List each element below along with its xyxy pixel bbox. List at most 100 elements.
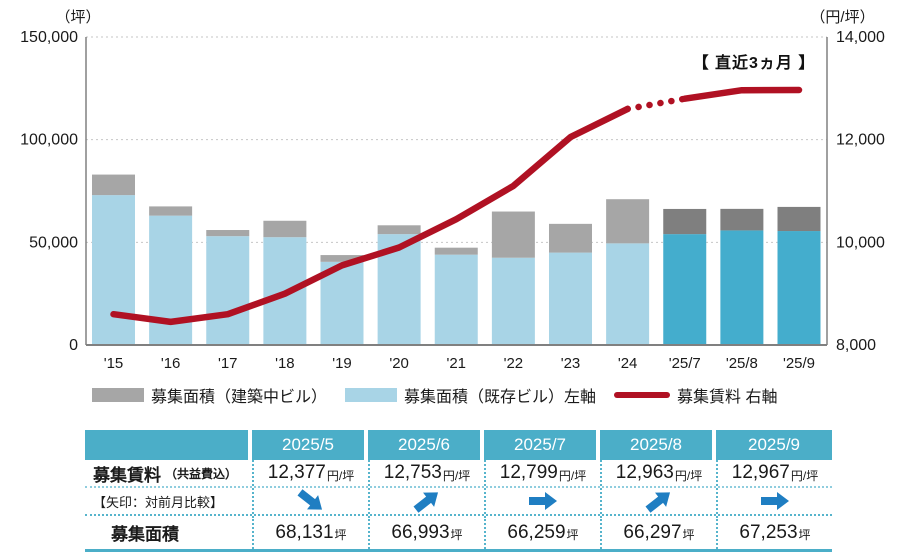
bar-existing bbox=[777, 231, 821, 345]
table-header-month-cell: 2025/9 bbox=[716, 430, 832, 460]
bar-existing bbox=[206, 236, 250, 345]
trend-arrow-cell bbox=[484, 488, 600, 514]
x-axis-label: '22 bbox=[504, 355, 524, 372]
bar-construction bbox=[149, 206, 193, 216]
left-axis-unit: （坪） bbox=[55, 9, 101, 26]
area-unit: 坪 bbox=[334, 528, 347, 542]
rent-value: 12,377 bbox=[267, 462, 326, 483]
left-axis-tick: 0 bbox=[69, 337, 78, 354]
trend-arrow-down-icon bbox=[297, 489, 323, 510]
x-axis-label: '16 bbox=[161, 355, 181, 372]
right-axis-tick: 10,000 bbox=[836, 234, 885, 251]
x-axis-label: '23 bbox=[561, 355, 581, 372]
bar-existing bbox=[663, 234, 707, 345]
bar-construction bbox=[549, 223, 592, 253]
left-axis-tick: 100,000 bbox=[20, 132, 78, 149]
table-header-month-cell: 2025/7 bbox=[484, 430, 600, 460]
rent-line-dotted bbox=[624, 95, 689, 113]
rent-unit: 円/坪 bbox=[674, 468, 703, 483]
x-axis-label: '20 bbox=[389, 355, 409, 372]
rent-value-cell: 12,963 円/坪 bbox=[600, 460, 716, 486]
trend-arrow-up-icon bbox=[645, 492, 671, 513]
left-axis-tick: 50,000 bbox=[29, 234, 78, 251]
trend-arrow-right-icon bbox=[529, 492, 557, 510]
trend-arrow-cell bbox=[600, 488, 716, 514]
area-label: 募集面積 bbox=[111, 525, 179, 544]
table-header-month-cell: 2025/8 bbox=[600, 430, 716, 460]
bar-construction bbox=[663, 208, 707, 235]
area-unit: 坪 bbox=[450, 528, 463, 542]
area-value: 68,131 bbox=[275, 521, 334, 543]
right-axis-unit: （円/坪） bbox=[810, 9, 875, 26]
monthly-rate-table: 2025/5 2025/6 2025/7 2025/8 2025/9 募集賃料 （共益費込… bbox=[85, 430, 832, 552]
x-axis-label: '25/7 bbox=[669, 355, 701, 372]
bar-existing bbox=[606, 243, 650, 345]
area-value: 66,259 bbox=[507, 521, 566, 543]
trend-arrow-up-icon bbox=[413, 492, 439, 513]
rent-unit: 円/坪 bbox=[558, 468, 587, 483]
x-axis-label: '19 bbox=[332, 355, 352, 372]
bar-construction bbox=[777, 206, 821, 232]
rent-label: 募集賃料 bbox=[93, 465, 161, 485]
area-row-label: 募集面積 bbox=[85, 516, 252, 549]
rent-label-sub: （共益費込） bbox=[165, 466, 238, 481]
area-value-cell: 67,253 坪 bbox=[716, 516, 832, 549]
area-value: 66,993 bbox=[391, 521, 450, 543]
legend-item: 募集賃料 右軸 bbox=[614, 383, 777, 407]
right-axis-tick: 8,000 bbox=[836, 337, 876, 354]
area-value-cell: 66,259 坪 bbox=[484, 516, 600, 549]
legend-bar-swatch bbox=[92, 388, 144, 402]
bar-existing bbox=[149, 215, 193, 345]
right-axis-tick: 14,000 bbox=[836, 29, 885, 46]
legend-line-swatch bbox=[614, 392, 671, 398]
arrow-row-label: 【矢印：対前月比較】 bbox=[85, 488, 252, 514]
area-row: 募集面積 68,131 坪 66,993 坪 66,259 坪 66,297 坪 67,253 坪 bbox=[85, 516, 832, 549]
area-value-cell: 66,993 坪 bbox=[368, 516, 484, 549]
left-axis-tick: 150,000 bbox=[20, 29, 78, 46]
area-unit: 坪 bbox=[798, 528, 811, 542]
x-axis-label: '25/9 bbox=[783, 355, 815, 372]
legend-item: 募集面積（既存ビル）左軸 bbox=[345, 383, 596, 407]
bar-construction bbox=[377, 225, 421, 235]
combo-chart: 150,000 14,000 100,000 12,000 50,000 10,000 0 8… bbox=[20, 29, 885, 372]
area-unit: 坪 bbox=[566, 528, 579, 542]
legend-label: 募集面積（建築中ビル） bbox=[151, 389, 328, 406]
rent-value-cell: 12,967 円/坪 bbox=[716, 460, 832, 486]
bar-construction bbox=[320, 255, 364, 262]
bar-construction bbox=[263, 220, 307, 238]
area-unit: 坪 bbox=[682, 528, 695, 542]
rent-value: 12,967 bbox=[731, 462, 790, 483]
x-axis-label: '18 bbox=[275, 355, 295, 372]
rent-row-label: 募集賃料 （共益費込） bbox=[85, 460, 252, 486]
bar-construction bbox=[434, 247, 478, 255]
right-axis-tick: 12,000 bbox=[836, 132, 885, 149]
bar-existing bbox=[434, 254, 478, 345]
rent-value: 12,799 bbox=[499, 462, 558, 483]
arrow-row: 【矢印：対前月比較】 bbox=[85, 488, 832, 516]
rent-unit: 円/坪 bbox=[326, 468, 355, 483]
trend-arrow-cell bbox=[252, 488, 368, 514]
x-axis-label: '15 bbox=[104, 355, 124, 372]
area-value: 66,297 bbox=[623, 521, 682, 543]
area-value: 67,253 bbox=[739, 521, 798, 543]
legend-item: 募集面積（建築中ビル） bbox=[92, 383, 327, 407]
x-axis-label: '24 bbox=[618, 355, 638, 372]
bar-existing bbox=[549, 252, 592, 345]
area-value-cell: 68,131 坪 bbox=[252, 516, 368, 549]
x-axis-label: '21 bbox=[446, 355, 466, 372]
bar-construction bbox=[206, 230, 250, 237]
rent-value-cell: 12,377 円/坪 bbox=[252, 460, 368, 486]
bar-existing bbox=[92, 195, 135, 345]
rent-value-cell: 12,753 円/坪 bbox=[368, 460, 484, 486]
bar-construction bbox=[720, 208, 764, 231]
rent-row: 募集賃料 （共益費込） 12,377 円/坪 12,753 円/坪 12,799 円/坪 12,… bbox=[85, 460, 832, 488]
rent-value: 12,963 bbox=[615, 462, 674, 483]
x-axis-label: '25/8 bbox=[726, 355, 758, 372]
rent-unit: 円/坪 bbox=[790, 468, 819, 483]
table-body: 募集賃料 （共益費込） 12,377 円/坪 12,753 円/坪 12,799 円/坪 12,… bbox=[85, 460, 832, 552]
legend-label: 募集面積（既存ビル）左軸 bbox=[404, 389, 597, 406]
table-header-empty-cell bbox=[85, 430, 252, 460]
legend-bar-swatch bbox=[345, 388, 398, 402]
bar-existing bbox=[720, 230, 764, 345]
